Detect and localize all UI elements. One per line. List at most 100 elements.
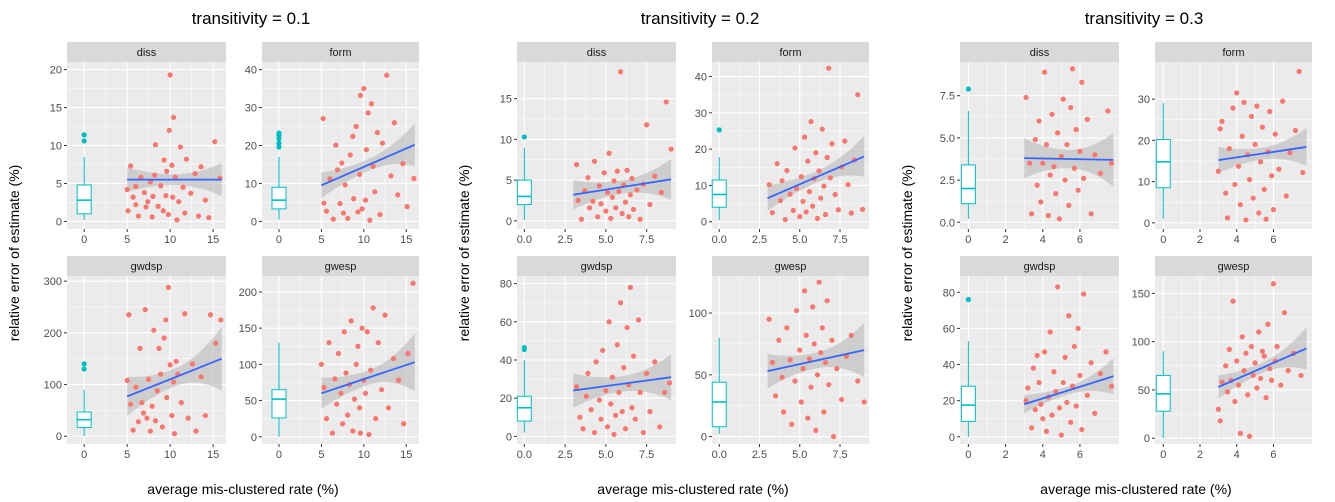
y-axis-title: relative error of estimate (%) [899, 165, 915, 342]
data-point [811, 341, 817, 347]
x-tick-label: 2 [1002, 449, 1008, 461]
data-point [1281, 310, 1288, 316]
regression-line [767, 155, 865, 199]
facet-panel-form: form 0.0 2.5 5.0 7.5 0 10 20 30 40 [695, 42, 869, 246]
data-point [774, 161, 780, 167]
data-point [1239, 334, 1245, 340]
data-point [1028, 211, 1035, 217]
data-point [652, 359, 658, 365]
data-point [1073, 126, 1079, 133]
data-point [182, 210, 188, 216]
data-point [1038, 401, 1044, 407]
data-point [1285, 368, 1291, 374]
data-point [1274, 343, 1280, 350]
y-tick-label: 20 [245, 141, 257, 153]
data-point [1056, 405, 1063, 411]
data-point [626, 214, 632, 220]
data-point [1066, 313, 1072, 319]
data-point [152, 142, 159, 148]
facet-group: transitivity = 0.3 relative error of esti… [899, 9, 1312, 497]
data-point [351, 196, 357, 202]
data-point [777, 198, 784, 204]
data-point [787, 191, 793, 197]
data-point [361, 85, 367, 92]
regression-line [126, 357, 223, 398]
regression-line [1023, 375, 1114, 406]
data-point [1237, 202, 1243, 208]
x-tick-label: 5 [124, 234, 130, 246]
facet-strip [1155, 256, 1312, 276]
data-point [364, 329, 370, 335]
data-point [644, 370, 650, 376]
data-point [1103, 349, 1109, 355]
x-tick-label: 2 [1002, 234, 1008, 246]
data-point [195, 213, 202, 219]
data-point [1254, 385, 1260, 391]
data-point [855, 378, 861, 384]
facet-strip-label: diss [1030, 47, 1050, 59]
confidence-band [321, 123, 415, 199]
x-tick-label: 2 [1197, 234, 1203, 246]
data-point [640, 429, 646, 436]
data-point [1230, 105, 1236, 111]
data-point [1064, 142, 1070, 148]
data-point [652, 173, 658, 179]
data-point [135, 419, 141, 425]
facet-strip-label: gwdsp [131, 261, 163, 273]
data-point [1060, 96, 1066, 102]
data-point [637, 216, 643, 222]
boxplot-outlier [81, 366, 87, 372]
data-point [1243, 350, 1249, 356]
y-tick-label: 0 [56, 216, 62, 228]
scatter-points [1215, 68, 1306, 223]
data-point [1066, 202, 1072, 208]
y-tick-label: 60 [500, 317, 512, 329]
data-point [577, 414, 583, 420]
data-point [816, 168, 822, 174]
data-point [1239, 133, 1245, 139]
data-point [611, 178, 617, 184]
boxplot-outlier [81, 361, 87, 367]
data-point [1064, 399, 1070, 406]
x-tick-label: 2.5 [557, 234, 572, 246]
data-point [169, 412, 175, 419]
y-tick-label: 0 [506, 216, 512, 228]
facet-panel-form: form 0 2 4 6 0 10 20 30 [1138, 42, 1312, 246]
data-point [585, 370, 591, 376]
boxplot-box [960, 385, 976, 422]
data-point [808, 118, 814, 125]
data-point [1108, 160, 1115, 166]
data-point [350, 133, 356, 139]
facet-strip-label: diss [137, 47, 157, 59]
data-point [370, 163, 376, 169]
x-tick-label: 7.5 [832, 449, 847, 461]
data-point [575, 197, 581, 204]
regression-line [321, 361, 416, 395]
data-point [818, 195, 824, 201]
data-point [790, 207, 796, 214]
data-point [1055, 130, 1061, 136]
data-point [1084, 116, 1090, 122]
scatter-points [766, 279, 867, 440]
confidence-band [1218, 128, 1307, 174]
x-tick-label: 10 [164, 234, 176, 246]
data-point [174, 217, 180, 223]
data-point [202, 197, 208, 203]
data-point [1097, 170, 1104, 176]
x-tick-label: 4 [1040, 449, 1046, 461]
data-point [351, 396, 358, 402]
x-tick-label: 10 [164, 449, 176, 461]
data-point [1077, 372, 1083, 378]
data-point [341, 329, 347, 335]
data-point [202, 412, 208, 419]
data-point [338, 390, 344, 396]
facet-strip [960, 42, 1119, 62]
data-point [766, 182, 772, 188]
data-point [613, 205, 619, 211]
data-point [1043, 428, 1050, 434]
data-point [586, 205, 593, 211]
y-tick-label: 10 [695, 180, 707, 192]
data-point [839, 396, 845, 403]
data-point [1241, 368, 1247, 374]
